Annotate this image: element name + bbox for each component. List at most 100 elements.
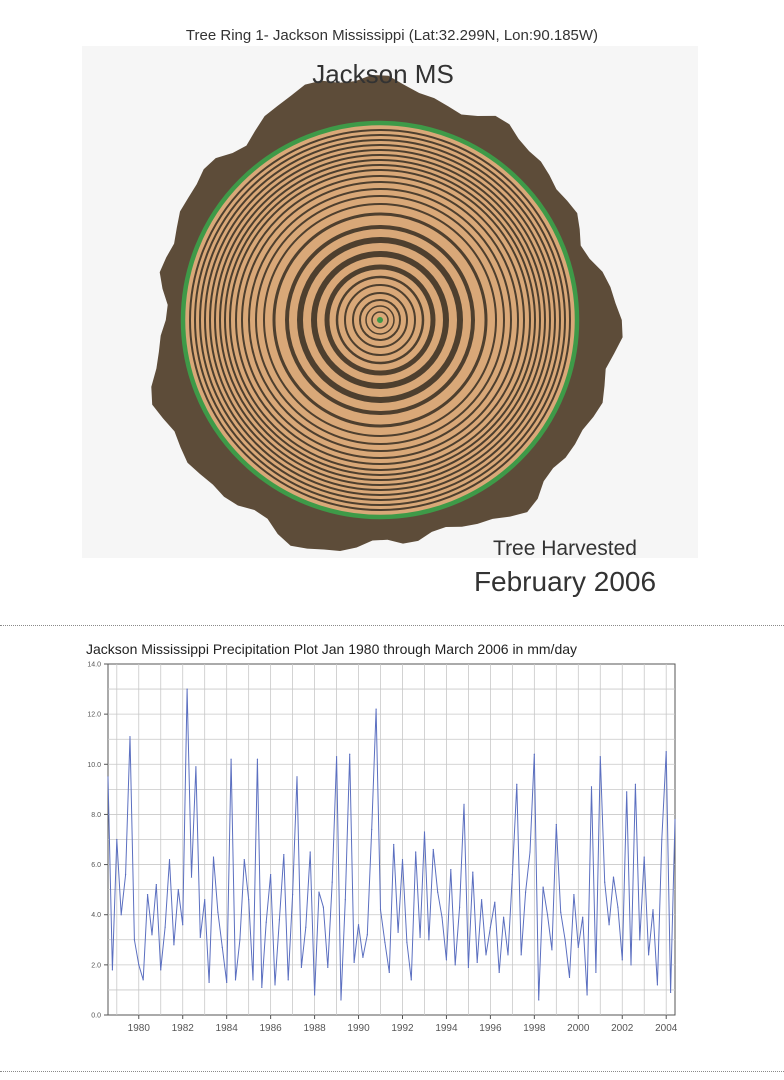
precipitation-plot-panel: Jackson Mississippi Precipitation Plot J… (0, 632, 784, 1070)
data-point (252, 979, 254, 981)
data-point (423, 831, 426, 833)
data-point (656, 984, 659, 986)
precipitation-chart: 0.0 2.0 4.0 6.0 8.0 10.0 12.0 14.0 1980 1982 1984… (87, 662, 678, 1035)
data-point (397, 931, 399, 933)
data-point (129, 736, 131, 738)
data-point (190, 876, 193, 878)
growth-ring (285, 225, 475, 415)
tree-pith (377, 317, 383, 323)
x-tick-label: 2002 (611, 1023, 634, 1034)
tree-cambium-ring (180, 120, 580, 520)
x-tick-label: 1984 (216, 1023, 239, 1034)
data-point (204, 899, 206, 901)
data-point (327, 966, 329, 968)
data-point (674, 818, 676, 821)
growth-ring (248, 188, 512, 452)
data-point (441, 916, 443, 918)
x-tick-label: 2004 (655, 1023, 678, 1034)
tree-rings (189, 129, 571, 511)
data-point (546, 914, 549, 916)
data-point (221, 946, 223, 948)
data-point (217, 911, 219, 913)
data-point (604, 881, 606, 883)
data-point (292, 894, 294, 896)
growth-ring (272, 212, 488, 428)
data-point (270, 874, 272, 876)
data-point (524, 891, 527, 893)
data-point (507, 954, 509, 956)
x-tick-label: 1996 (479, 1023, 502, 1034)
growth-ring (255, 195, 505, 445)
data-point (481, 899, 483, 901)
data-point (621, 959, 623, 961)
data-point (340, 999, 342, 1001)
y-tick-label: 14.0 (87, 662, 101, 669)
growth-ring (297, 237, 463, 403)
data-point (120, 914, 122, 916)
data-point (111, 969, 113, 971)
data-point (595, 971, 597, 973)
data-point (313, 994, 316, 996)
y-tick-label: 8.0 (91, 812, 101, 819)
x-axis: 1980 1982 1984 1986 1988 1990 1992 1994 1996 1998… (128, 1015, 678, 1034)
data-point (384, 941, 386, 943)
growth-ring (352, 292, 408, 348)
data-point (349, 753, 351, 755)
data-point (472, 871, 474, 873)
data-point (533, 753, 535, 755)
growth-ring (209, 149, 551, 491)
growth-ring (371, 311, 389, 329)
data-point (357, 924, 360, 926)
data-point (335, 756, 338, 758)
x-tick-label: 1992 (391, 1023, 414, 1034)
data-point (459, 906, 461, 908)
data-point (643, 856, 645, 858)
data-point (538, 999, 540, 1001)
data-point (274, 984, 276, 986)
growth-ring (224, 164, 536, 476)
data-point (415, 851, 417, 853)
growth-ring (359, 299, 401, 341)
y-axis: 0.0 2.0 4.0 6.0 8.0 10.0 12.0 14.0 (87, 662, 108, 1020)
data-point (160, 969, 162, 971)
data-point (577, 946, 579, 948)
data-point (573, 894, 575, 896)
data-point (168, 858, 171, 861)
data-point (665, 751, 667, 753)
x-tick-label: 2000 (567, 1023, 590, 1034)
ring-caption: Tree Ring 1- Jackson Mississippi (Lat:32… (185, 27, 599, 44)
data-point (406, 941, 408, 943)
data-point (173, 944, 175, 946)
data-point (318, 891, 320, 893)
data-point (230, 758, 232, 760)
data-point (564, 939, 566, 941)
data-point (419, 936, 421, 938)
data-point (489, 926, 491, 928)
data-point (516, 783, 518, 785)
growth-ring (324, 264, 436, 376)
data-point (454, 964, 456, 966)
x-tick-label: 1988 (303, 1023, 326, 1034)
x-tick-label: 1990 (347, 1023, 370, 1034)
data-point (261, 986, 263, 989)
data-point (437, 891, 439, 893)
x-tick-label: 1982 (172, 1023, 195, 1034)
x-tick-label: 1998 (523, 1023, 546, 1034)
data-point (226, 981, 228, 984)
data-point (239, 939, 241, 941)
growth-ring (241, 181, 519, 459)
growth-ring (263, 203, 497, 437)
data-point (296, 776, 298, 778)
data-point (463, 803, 465, 805)
growth-ring (311, 251, 449, 389)
y-tick-label: 4.0 (91, 912, 101, 919)
data-point (388, 971, 390, 973)
data-point (612, 876, 615, 878)
y-tick-label: 0.0 (91, 1013, 101, 1020)
data-point (208, 981, 210, 984)
data-point (450, 868, 452, 871)
data-point (652, 909, 654, 911)
data-point (568, 976, 571, 978)
data-point (331, 881, 333, 883)
data-point (133, 939, 135, 941)
